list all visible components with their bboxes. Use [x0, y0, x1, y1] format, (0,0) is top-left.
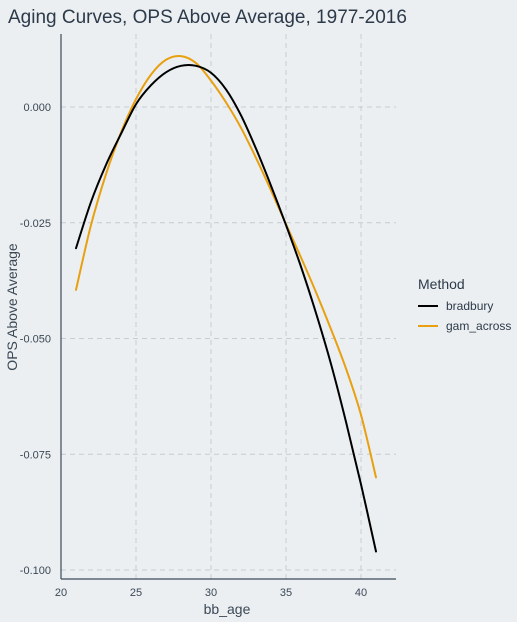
- x-tick-label: 35: [280, 587, 292, 599]
- x-tick-label: 40: [355, 587, 367, 599]
- x-axis-title: bb_age: [204, 601, 251, 617]
- legend-title: Method: [418, 276, 465, 292]
- y-tick-label: -0.075: [20, 449, 51, 461]
- legend-label-bradbury: bradbury: [446, 299, 493, 313]
- y-axis-title: OPS Above Average: [4, 243, 20, 371]
- series-line-bradbury: [75, 63, 377, 553]
- y-tick-label: -0.025: [20, 218, 51, 230]
- series-line-gam-across: [75, 54, 377, 479]
- y-tick-label: -0.050: [20, 334, 51, 346]
- y-tick-label: -0.100: [20, 565, 51, 577]
- axis-layer: 20 25 30 35 40 0.000 -0.025 -0.050 -0.075 -0.100: [20, 34, 396, 599]
- x-tick-label: 30: [205, 587, 217, 599]
- y-tick-label: 0.000: [23, 102, 51, 114]
- legend: Method bradbury gam_across: [418, 276, 511, 333]
- x-tick-label: 25: [130, 587, 142, 599]
- grid-layer: [61, 34, 396, 579]
- x-tick-label: 20: [55, 587, 67, 599]
- chart-title: Aging Curves, OPS Above Average, 1977-20…: [8, 7, 407, 28]
- series-layer: [75, 54, 377, 553]
- legend-label-gam-across: gam_across: [446, 319, 511, 333]
